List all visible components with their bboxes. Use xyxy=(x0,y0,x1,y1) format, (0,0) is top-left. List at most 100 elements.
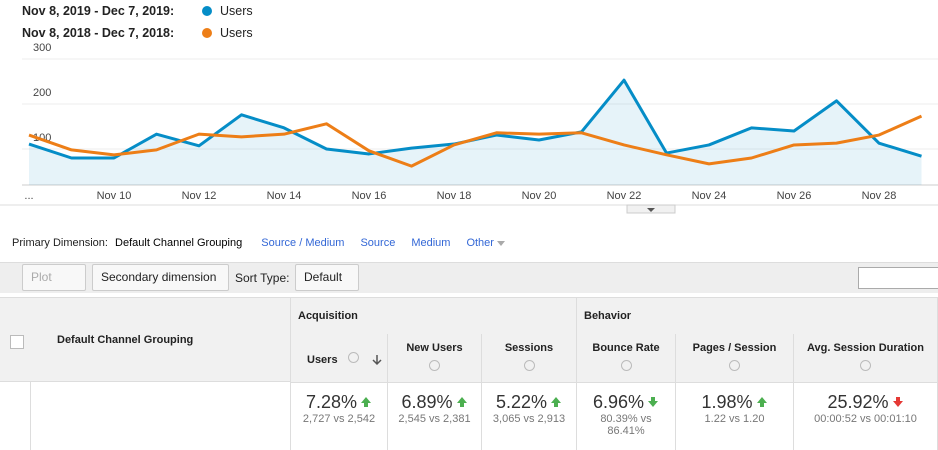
select-label: Default xyxy=(304,270,343,284)
legend-swatch xyxy=(202,28,212,38)
column-title: Bounce Rate xyxy=(592,342,660,354)
total-cell xyxy=(30,382,291,450)
trend-icon xyxy=(756,397,767,407)
legend-row: Nov 8, 2018 - Dec 7, 2018: Users xyxy=(0,26,400,44)
metric-comparison: 00:00:52 vs 00:01:10 xyxy=(814,413,917,425)
column-title: Avg. Session Duration xyxy=(807,342,924,354)
sort-label: Sort Type: xyxy=(235,271,290,285)
metric-change: 6.96% xyxy=(592,392,645,412)
column-title: New Users xyxy=(406,342,463,354)
group-header: Acquisition xyxy=(291,298,577,335)
x-tick-label: Nov 24 xyxy=(692,190,727,202)
legend-label: Users xyxy=(220,4,253,18)
group-header: Behavior xyxy=(577,298,938,335)
sort-select[interactable]: Default xyxy=(295,264,359,306)
column-header[interactable]: Sessions xyxy=(482,334,577,383)
arrow xyxy=(372,355,382,366)
help-icon[interactable] xyxy=(620,360,632,371)
help-icon[interactable] xyxy=(523,360,535,371)
metric-total: 1.98% 1.22 vs 1.20 xyxy=(676,382,794,450)
x-tick-label: Nov 18 xyxy=(437,190,472,202)
metric-change-row: 6.96% xyxy=(583,392,669,413)
metric-change-row: 1.98% xyxy=(682,392,787,413)
legend-period: Nov 8, 2018 - Dec 7, 2018: xyxy=(22,26,175,40)
metric-change-row: 5.22% xyxy=(488,392,570,413)
data-table: Default Channel Grouping Acquisition Users… xyxy=(0,297,938,450)
secondary-dimension-select[interactable]: Secondary dimension xyxy=(92,264,229,306)
metric-change: 7.28% xyxy=(305,392,358,412)
metric-total: 25.92% 00:00:52 vs 00:01:10 xyxy=(794,382,938,450)
x-tick-label: Nov 26 xyxy=(777,190,812,202)
help-icon[interactable] xyxy=(429,360,440,371)
y-tick-label: 200 xyxy=(33,87,51,99)
help-icon[interactable] xyxy=(860,360,871,371)
trend-icon xyxy=(892,397,903,407)
metric-total: 7.28% 2,727 vs 2,542 xyxy=(291,382,388,450)
column-title: Users xyxy=(307,354,338,366)
trend-icon xyxy=(648,397,659,407)
plot-background xyxy=(0,50,938,185)
trend-arrow xyxy=(456,397,467,407)
x-tick-label: Nov 12 xyxy=(182,190,217,202)
column-header[interactable]: New Users xyxy=(388,334,482,383)
total-cell xyxy=(0,382,31,450)
legend-period: Nov 8, 2019 - Dec 7, 2019: xyxy=(22,4,175,18)
sort-icon[interactable] xyxy=(371,354,383,366)
select-label: Secondary dimension xyxy=(101,270,217,284)
caret xyxy=(496,240,505,246)
metric-change-row: 6.89% xyxy=(394,392,475,413)
metric-change-row: 7.28% xyxy=(297,392,381,413)
dimension-options: Source / Medium Source Medium Other xyxy=(245,237,505,249)
column-title: Pages / Session xyxy=(692,342,777,354)
trend-arrow xyxy=(892,397,903,407)
legend-label: Users xyxy=(220,26,253,40)
toolbar: Plot Rows Secondary dimension Sort Type:… xyxy=(0,262,938,309)
column-header[interactable]: Pages / Session xyxy=(676,334,794,383)
column-header[interactable]: Avg. Session Duration xyxy=(794,334,938,383)
dimension-header: Default Channel Grouping xyxy=(30,298,291,382)
x-tick-label: ... xyxy=(24,190,33,202)
trend-arrow xyxy=(648,397,659,407)
dimension-option[interactable]: Source / Medium xyxy=(261,237,345,249)
metric-change: 6.89% xyxy=(401,392,453,412)
help-icon[interactable] xyxy=(729,360,740,371)
y-tick-label: 300 xyxy=(33,42,51,54)
metric-change-row: 25.92% xyxy=(800,392,931,413)
x-tick-label: Nov 20 xyxy=(522,190,557,202)
dimension-label: Primary Dimension: xyxy=(12,237,108,249)
metric-change: 1.98% xyxy=(701,392,753,412)
trend-arrow xyxy=(756,397,767,407)
trend-icon xyxy=(551,397,562,407)
plot-rows-button[interactable]: Plot Rows xyxy=(22,264,86,309)
column-title: Sessions xyxy=(504,342,554,354)
trend-arrow xyxy=(551,397,562,407)
metric-comparison: 1.22 vs 1.20 xyxy=(704,413,765,425)
legend-row: Nov 8, 2019 - Dec 7, 2019: Users xyxy=(0,4,400,22)
series-line xyxy=(28,114,923,168)
metric-change: 5.22% xyxy=(495,392,548,412)
trend-icon xyxy=(456,397,467,407)
dimension-option[interactable]: Source xyxy=(360,237,396,249)
help-icon[interactable] xyxy=(347,352,359,363)
dimension-bar: Primary Dimension: Default Channel Group… xyxy=(12,237,912,253)
metric-comparison: 2,727 vs 2,542 xyxy=(302,413,376,425)
legend-swatch xyxy=(202,6,212,16)
checkbox[interactable] xyxy=(10,335,24,349)
metric-comparison: 2,545 vs 2,381 xyxy=(398,413,471,425)
x-tick-label: Nov 28 xyxy=(862,190,897,202)
column-header[interactable]: Bounce Rate xyxy=(577,334,676,383)
metric-change: 25.92% xyxy=(827,392,889,412)
metric-total: 5.22% 3,065 vs 2,913 xyxy=(482,382,577,450)
dimension-option[interactable]: Other xyxy=(466,237,494,249)
x-tick-label: Nov 14 xyxy=(267,190,302,202)
search-input[interactable] xyxy=(858,267,938,289)
metric-total: 6.89% 2,545 vs 2,381 xyxy=(388,382,482,450)
dimension-active: Default Channel Grouping xyxy=(115,237,243,249)
collapse-icon xyxy=(647,208,655,212)
dimension-option[interactable]: Medium xyxy=(411,237,451,249)
trend-arrow xyxy=(361,397,372,407)
column-header[interactable]: Users xyxy=(291,334,388,383)
metric-comparison: 3,065 vs 2,913 xyxy=(492,413,566,425)
x-tick-label: Nov 16 xyxy=(352,190,387,202)
